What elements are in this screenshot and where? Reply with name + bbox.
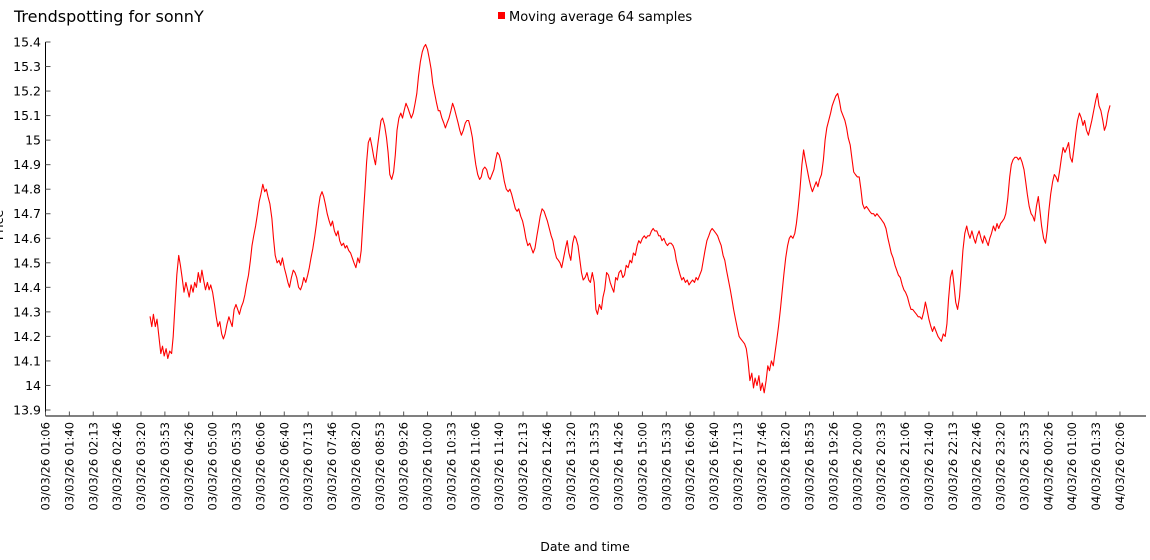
x-tick-label: 03/03/26 10:00 (421, 422, 435, 510)
plot-area: 15.4 15.3 15.2 15.1 15 14.9 14.8 14.7 14.6 14.5 14… (13, 35, 1146, 510)
y-tick-label: 14.9 (13, 157, 41, 172)
x-tick-label: 03/03/26 07:13 (301, 422, 315, 510)
x-tick-label: 04/03/26 01:00 (1065, 422, 1079, 510)
x-tick-label: 03/03/26 14:26 (612, 422, 626, 510)
y-tick-label: 14.6 (13, 231, 41, 246)
x-tick-label: 03/03/26 22:46 (970, 422, 984, 510)
moving-average-line-series (149, 43, 1111, 394)
y-tick-label: 14.5 (13, 255, 41, 270)
x-tick-label: 03/03/26 03:53 (158, 422, 172, 510)
x-tick-label: 03/03/26 17:46 (755, 422, 769, 510)
x-tick-label: 03/03/26 16:40 (707, 422, 721, 510)
x-tick-label: 03/03/26 15:33 (659, 422, 673, 510)
x-tick-label: 03/03/26 11:06 (468, 422, 482, 510)
x-tick-label: 03/03/26 13:53 (588, 422, 602, 510)
chart-title: Trendspotting for sonnY (13, 7, 204, 26)
x-tick-label: 03/03/26 18:20 (779, 422, 793, 510)
x-tick-label: 03/03/26 10:33 (444, 422, 458, 510)
y-tick-label: 14 (25, 378, 41, 393)
y-tick-label: 15.2 (13, 84, 41, 99)
y-tick-label: 14.1 (13, 353, 41, 368)
x-tick-label: 03/03/26 01:06 (39, 422, 53, 510)
x-tick-label: 03/03/26 06:40 (277, 422, 291, 510)
x-tick-label: 03/03/26 20:00 (850, 422, 864, 510)
x-tick-label: 03/03/26 22:13 (946, 422, 960, 510)
y-axis-title: Price (0, 209, 6, 240)
x-tick-label: 03/03/26 15:00 (635, 422, 649, 510)
legend: Moving average 64 samples (498, 10, 692, 25)
x-tick-label: 03/03/26 17:13 (731, 422, 745, 510)
y-tick-label: 15.1 (13, 108, 41, 123)
y-tick-label: 15.3 (13, 59, 41, 74)
x-tick-label: 04/03/26 00:26 (1041, 422, 1055, 510)
x-tick-label: 03/03/26 02:46 (110, 422, 124, 510)
y-tick-label: 15.4 (13, 35, 41, 50)
y-tick-label: 14.2 (13, 329, 41, 344)
legend-label: Moving average 64 samples (509, 10, 692, 25)
x-tick-label: 03/03/26 06:06 (253, 422, 267, 510)
legend-swatch-icon (498, 12, 505, 19)
x-tick-label: 04/03/26 02:06 (1113, 422, 1127, 510)
x-tick-label: 03/03/26 03:20 (134, 422, 148, 510)
x-tick-label: 03/03/26 13:20 (564, 422, 578, 510)
x-tick-label: 03/03/26 21:06 (898, 422, 912, 510)
y-tick-label: 15 (25, 133, 41, 148)
x-tick-label: 04/03/26 01:33 (1089, 422, 1103, 510)
x-tick-label: 03/03/26 12:46 (540, 422, 554, 510)
x-tick-label: 03/03/26 05:33 (230, 422, 244, 510)
x-tick-label: 03/03/26 04:26 (182, 422, 196, 510)
x-tick-label: 03/03/26 21:40 (922, 422, 936, 510)
x-tick-label: 03/03/26 23:20 (994, 422, 1008, 510)
x-tick-label: 03/03/26 07:46 (325, 422, 339, 510)
y-tick-label: 14.7 (13, 206, 41, 221)
x-tick-label: 03/03/26 11:40 (492, 422, 506, 510)
y-tick-label: 13.9 (13, 402, 41, 417)
x-tick-label: 03/03/26 23:53 (1017, 422, 1031, 510)
x-tick-label: 03/03/26 01:40 (62, 422, 76, 510)
x-tick-label: 03/03/26 09:26 (397, 422, 411, 510)
y-tick-label: 14.4 (13, 280, 41, 295)
x-tick-label: 03/03/26 16:06 (683, 422, 697, 510)
x-tick-label: 03/03/26 02:13 (86, 422, 100, 510)
x-tick-label: 03/03/26 20:33 (874, 422, 888, 510)
x-tick-label: 03/03/26 05:00 (206, 422, 220, 510)
x-axis-title: Date and time (540, 539, 630, 554)
y-tick-label: 14.8 (13, 182, 41, 197)
x-tick-label: 03/03/26 12:13 (516, 422, 530, 510)
x-tick-label: 03/03/26 19:26 (826, 422, 840, 510)
x-tick-label: 03/03/26 08:53 (373, 422, 387, 510)
y-tick-label: 14.3 (13, 304, 41, 319)
x-tick-label: 03/03/26 18:53 (803, 422, 817, 510)
x-tick-label: 03/03/26 08:20 (349, 422, 363, 510)
